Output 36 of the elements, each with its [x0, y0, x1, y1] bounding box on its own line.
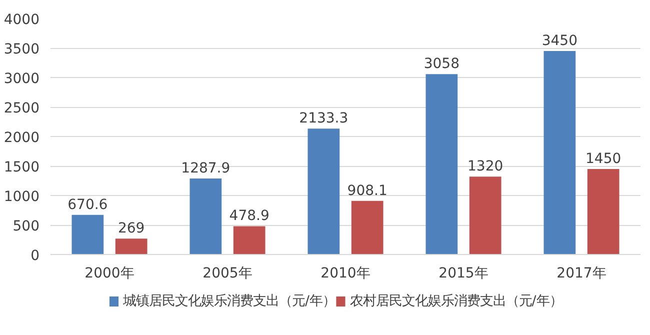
data-label: 1320 — [468, 158, 504, 175]
bar — [426, 74, 458, 254]
x-tick-label: 2010年 — [320, 266, 370, 282]
x-tick-label: 2000年 — [84, 266, 134, 282]
bar — [544, 50, 576, 254]
y-tick-label: 500 — [12, 218, 40, 234]
bar — [308, 128, 340, 254]
data-label: 3450 — [542, 32, 578, 49]
data-label: 1287.9 — [181, 160, 230, 177]
bar — [190, 178, 222, 254]
bar — [587, 168, 620, 254]
legend-label: 城镇居民文化娱乐消费支出（元/年） — [122, 294, 336, 309]
data-label: 478.9 — [229, 208, 270, 224]
y-tick-label: 1000 — [4, 189, 40, 205]
data-label: 670.6 — [68, 196, 108, 213]
bar — [351, 200, 384, 254]
y-tick-label: 2500 — [4, 100, 40, 116]
y-tick-label: 3500 — [4, 42, 40, 58]
data-label: 269 — [118, 220, 145, 237]
y-tick-label: 2000 — [4, 130, 40, 146]
y-tick-label: 1500 — [4, 160, 40, 176]
data-label: 908.1 — [347, 182, 388, 199]
data-label: 1450 — [586, 150, 622, 167]
bar — [469, 176, 502, 254]
y-tick-label: 4000 — [4, 12, 40, 28]
x-tick-label: 2005年 — [202, 266, 252, 282]
bar — [72, 214, 104, 254]
bar — [115, 238, 148, 254]
data-label: 3058 — [424, 56, 460, 72]
bar — [233, 226, 266, 254]
data-label: 2133.3 — [299, 110, 348, 127]
y-tick-label: 3000 — [4, 71, 40, 87]
y-tick-label: 0 — [30, 248, 40, 264]
x-tick-label: 2017年 — [556, 266, 606, 282]
legend-label: 农村居民文化娱乐消费支出（元/年） — [350, 294, 562, 309]
x-tick-label: 2015年 — [438, 266, 488, 282]
